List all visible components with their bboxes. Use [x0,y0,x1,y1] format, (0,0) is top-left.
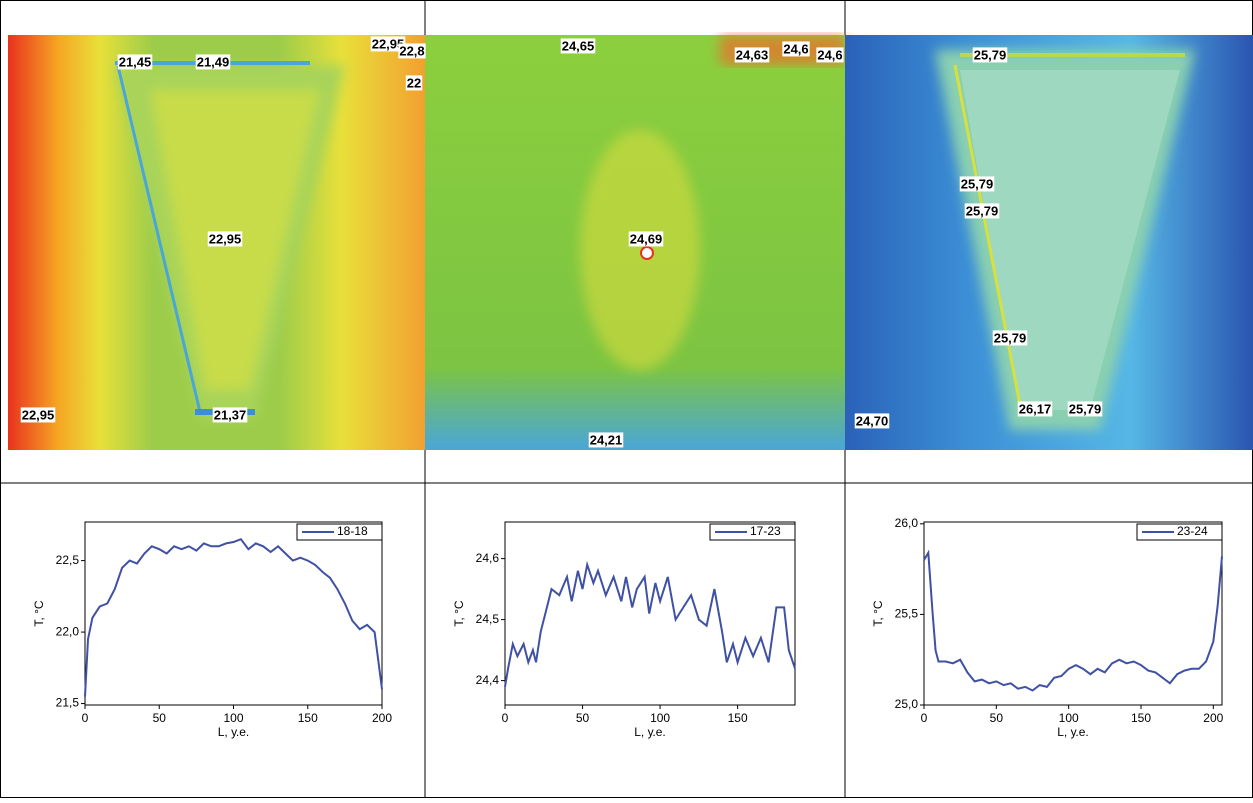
legend-box [709,523,796,541]
thermal-image-2 [425,35,845,450]
label-background [398,43,426,59]
temperature-label: 24,65 [562,38,595,53]
y-tick-label: 21,5 [56,696,80,710]
temperature-label: 24,69 [630,231,663,246]
y-tick-label: 25,5 [895,607,919,621]
temperature-label: 24,6 [817,47,842,62]
label-background [195,54,231,70]
label-background [964,203,1000,219]
label-background [628,231,664,247]
temperature-label: 21,45 [119,54,152,69]
temperature-label: 21,49 [197,54,230,69]
temperature-label: 26,17 [1019,401,1052,416]
label-background [20,407,56,423]
legend-label: 17-23 [750,524,781,538]
temperature-label: 25,79 [966,203,999,218]
label-background [959,176,995,192]
x-axis-label: L, у.е. [218,725,249,739]
temperature-label: 21,37 [214,407,247,422]
x-tick-label: 200 [372,711,392,725]
label-background [560,38,596,54]
x-axis-label: L, у.е. [1057,725,1088,739]
x-tick-label: 200 [1203,711,1223,725]
label-background [212,407,248,423]
x-tick-label: 0 [921,711,928,725]
data-line [84,537,383,697]
x-tick-label: 100 [1059,711,1079,725]
temperature-label: 24,63 [736,47,769,62]
x-tick-label: 0 [502,711,509,725]
temperature-label: 22,95 [22,407,55,422]
legend-box [1136,523,1223,541]
label-background [370,36,406,52]
y-tick-label: 22,5 [56,553,80,567]
y-tick-label: 24,5 [476,612,500,626]
y-axis-label: T, °C [871,600,885,626]
x-tick-label: 100 [223,711,243,725]
y-axis-label: T, °C [32,600,46,626]
label-background [992,330,1028,346]
label-background [972,47,1008,63]
temperature-label: 25,79 [974,47,1007,62]
temperature-label: 25,79 [1069,401,1102,416]
temperature-label: 24,6 [783,41,808,56]
x-tick-label: 50 [153,711,167,725]
x-axis-label: L, у.е. [634,725,665,739]
temperature-label: 25,79 [994,330,1027,345]
label-background [405,75,423,91]
plot-area [923,521,1223,706]
label-background [854,413,890,429]
y-tick-label: 22,0 [56,624,80,638]
legend-box [296,523,383,541]
x-tick-label: 150 [298,711,318,725]
data-line [504,560,796,687]
temperature-label: 24,70 [856,413,889,428]
label-background [117,54,153,70]
label-background [1067,401,1103,417]
y-tick-label: 24,6 [476,551,500,565]
temperature-label: 24,21 [590,432,623,447]
x-tick-label: 0 [82,711,89,725]
temperature-label: 22,95 [372,36,405,51]
y-axis-label: T, °C [452,600,466,626]
temperature-label: 22 [407,75,421,90]
y-tick-label: 26,0 [895,516,919,530]
x-tick-label: 150 [728,711,748,725]
legend-label: 23-24 [1177,524,1208,538]
label-background [816,47,844,63]
label-background [734,47,770,63]
data-line [923,549,1223,692]
x-tick-label: 50 [990,711,1004,725]
label-background [782,41,810,57]
y-tick-label: 25,0 [895,697,919,711]
y-tick-label: 24,4 [476,673,500,687]
x-tick-label: 100 [650,711,670,725]
x-tick-label: 50 [576,711,590,725]
temperature-label: 25,79 [961,176,994,191]
plot-area [504,521,796,706]
temperature-label: 22,95 [209,231,242,246]
temperature-label: 22,8 [399,43,424,58]
plot-area [84,521,383,706]
label-background [1017,401,1053,417]
label-background [588,432,624,448]
label-background [207,231,243,247]
x-tick-label: 150 [1131,711,1151,725]
legend-label: 18-18 [337,524,368,538]
thermal-image-3 [845,35,1253,450]
